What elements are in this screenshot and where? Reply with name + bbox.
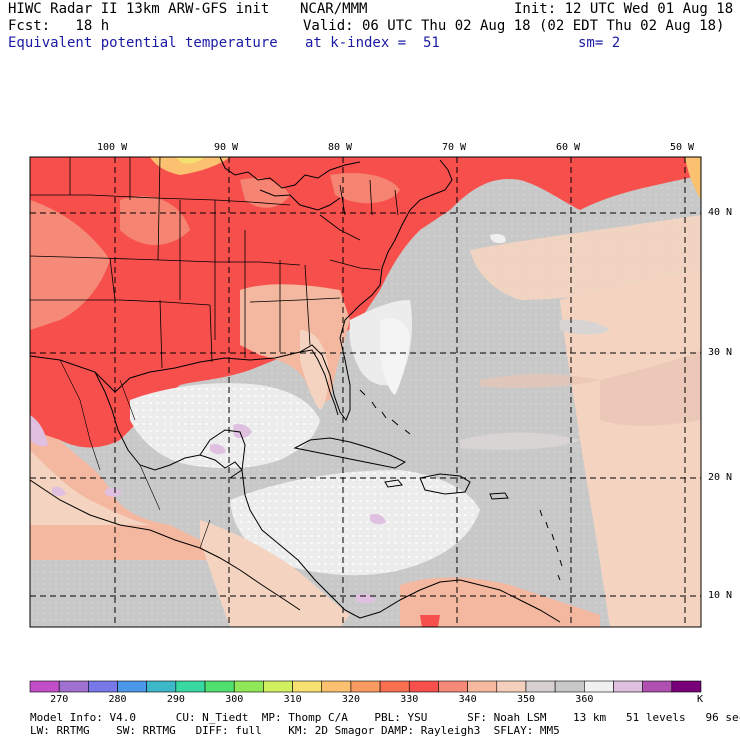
colorbar-swatch [525, 680, 556, 693]
footer-line-1: Model Info: V4.0 CU: N_Tiedt MP: Thomp C… [30, 711, 740, 724]
lon-label-70w: 70 W [442, 142, 467, 153]
lon-label-90w: 90 W [214, 142, 239, 153]
colorbar-swatch [379, 680, 410, 693]
coastlines [30, 157, 563, 623]
lon-label-50w: 50 W [670, 142, 695, 153]
colorbar-tick-label: 360 [575, 694, 594, 705]
colorbar [29, 680, 702, 693]
caribbean-light-field [230, 470, 480, 576]
model-title: HIWC Radar II 13km ARW-GFS init [8, 1, 270, 17]
smoothing-label: sm= 2 [578, 35, 621, 51]
level-index: at k-index = 51 [305, 35, 440, 51]
colorbar-swatch [233, 680, 264, 693]
lat-label-20n: 20 N [708, 472, 733, 483]
colorbar-swatch [554, 680, 585, 693]
organization-label: NCAR/MMM [300, 1, 368, 17]
colorbar-swatch [146, 680, 177, 693]
gulf-light-field [130, 383, 320, 469]
east-atlantic-peach [560, 270, 701, 627]
colorbar-swatch [175, 680, 206, 693]
colorbar-tick-label: 350 [516, 694, 536, 705]
colorbar-swatch [58, 680, 89, 693]
lon-label-100w: 100 W [97, 142, 128, 153]
init-time: Init: 12 UTC Wed 01 Aug 18 [514, 1, 734, 17]
forecast-hour: Fcst: 18 h [8, 18, 110, 34]
colorbar-tick-label: 320 [341, 694, 360, 705]
valid-time: Valid: 06 UTC Thu 02 Aug 18 (02 EDT Thu … [303, 18, 725, 34]
north-warm-band [30, 157, 701, 448]
colorbar-swatch [204, 680, 235, 693]
colorbar-swatch [292, 680, 323, 693]
colorbar-tick-label: 280 [108, 694, 127, 705]
lat-label-40n: 40 N [708, 207, 733, 218]
lon-label-60w: 60 W [556, 142, 581, 153]
colorbar-swatch [467, 680, 498, 693]
colorbar-swatch [263, 680, 293, 693]
state-borders [30, 157, 399, 369]
colorbar-tick-label: 340 [458, 694, 477, 705]
colorbar-swatch [350, 680, 381, 693]
colorbar-swatch [584, 680, 614, 693]
lat-lon-grid [30, 157, 701, 627]
colorbar-swatch [29, 680, 60, 693]
model-info-footer: Model Info: V4.0 CU: N_Tiedt MP: Thomp C… [30, 711, 740, 737]
map-frame [29, 156, 702, 628]
colorbar-tick-label: 330 [400, 694, 419, 705]
colorbar-tick-label: 310 [283, 694, 302, 705]
colorbar-tick-label: 290 [166, 694, 185, 705]
lat-label-30n: 30 N [708, 347, 733, 358]
footer-line-2: LW: RRTMG SW: RRTMG DIFF: full KM: 2D Sm… [30, 724, 560, 737]
colorbar-swatch [88, 680, 118, 693]
colorbar-swatch [438, 680, 468, 693]
colorbar-swatch [613, 680, 643, 693]
colorbar-tick-label: 300 [225, 694, 244, 705]
colorbar-swatch [321, 680, 352, 693]
colorbar-tick-label: 270 [50, 694, 69, 705]
colorbar-swatch [408, 680, 439, 693]
field-name: Equivalent potential temperature [8, 35, 278, 51]
lon-label-80w: 80 W [328, 142, 353, 153]
colorbar-swatch [117, 680, 147, 693]
colorbar-swatch [496, 680, 527, 693]
colorbar-swatch [642, 680, 673, 693]
colorbar-swatch [671, 680, 702, 693]
lat-label-10n: 10 N [708, 590, 733, 601]
colorbar-unit: K [697, 694, 704, 705]
